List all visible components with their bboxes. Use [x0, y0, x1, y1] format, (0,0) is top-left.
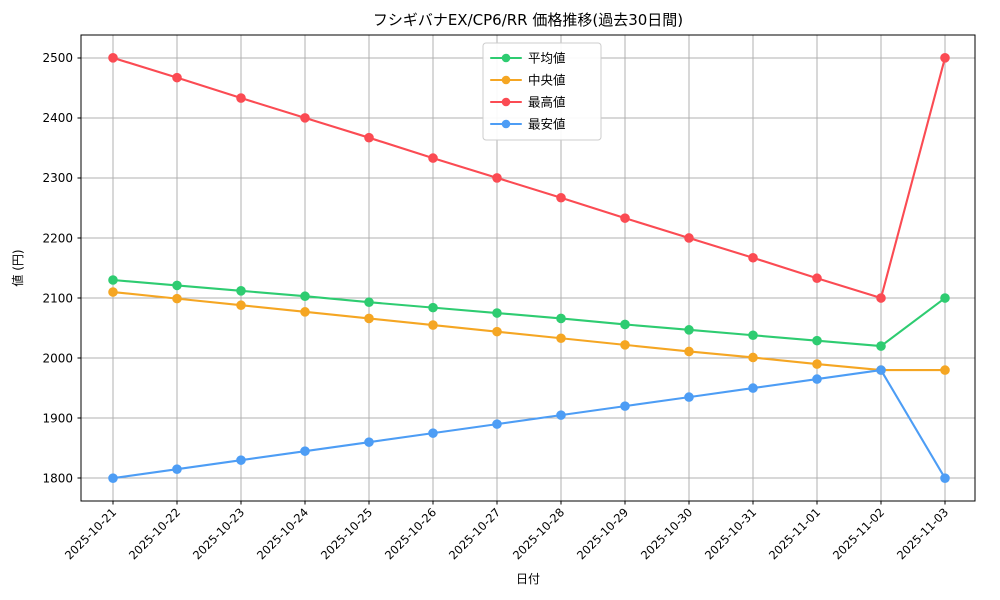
data-point — [620, 319, 630, 330]
series-line — [111, 56, 947, 300]
data-point — [940, 473, 950, 483]
data-point — [556, 410, 566, 420]
data-point — [684, 233, 694, 243]
data-point — [812, 359, 822, 369]
data-point — [108, 287, 118, 297]
y-tick-label: 1900 — [42, 411, 73, 425]
data-point — [236, 300, 246, 311]
series-中央値 — [108, 287, 950, 375]
data-point — [428, 302, 438, 313]
data-point — [940, 293, 950, 303]
chart-title: フシギバナEX/CP6/RR 価格推移(過去30日間) — [373, 11, 683, 29]
series-最安値 — [108, 365, 950, 483]
legend-marker — [501, 53, 511, 63]
y-tick-label: 2400 — [42, 111, 73, 125]
data-point — [876, 365, 886, 375]
data-point — [300, 113, 310, 123]
y-tick-label: 2300 — [42, 171, 73, 185]
data-point — [492, 326, 502, 337]
y-tick-labels: 1800 1900 2000 2100 2200 2300 2400 2500 — [42, 51, 73, 485]
data-point — [620, 340, 630, 350]
series-平均値 — [108, 275, 950, 351]
legend-marker — [501, 119, 511, 129]
data-point — [876, 341, 886, 351]
series-line — [111, 278, 947, 348]
data-point — [620, 213, 630, 223]
x-axis-label: 日付 — [516, 572, 540, 586]
data-point — [748, 252, 758, 263]
legend-item-最安値[interactable]: 最安値 — [489, 117, 566, 132]
plot-area-border — [80, 34, 976, 502]
legend-label: 中央値 — [528, 73, 566, 88]
data-point — [172, 72, 182, 83]
series-line — [111, 369, 947, 480]
data-point — [108, 53, 118, 63]
data-point — [748, 383, 758, 393]
y-tick-label: 2100 — [42, 291, 73, 305]
data-point — [940, 365, 950, 375]
data-point — [236, 93, 246, 103]
data-point — [492, 308, 502, 318]
data-point — [108, 473, 118, 483]
y-tick-label: 2200 — [42, 231, 73, 245]
legend-item-平均値[interactable]: 平均値 — [489, 51, 566, 66]
data-point — [428, 320, 438, 330]
data-point — [428, 428, 438, 438]
data-point — [172, 280, 182, 291]
data-series-layer — [108, 53, 950, 483]
data-point — [812, 273, 822, 284]
series-最高値 — [108, 53, 950, 303]
data-point — [812, 335, 822, 346]
data-point — [684, 325, 694, 335]
data-point — [556, 313, 566, 324]
data-point — [876, 293, 886, 303]
data-point — [236, 455, 246, 465]
legend-label: 最安値 — [528, 117, 566, 132]
data-point — [364, 313, 374, 324]
data-point — [428, 153, 438, 163]
y-tick-label: 1800 — [42, 471, 73, 485]
legend-label: 最高値 — [528, 95, 566, 110]
data-point — [364, 297, 374, 308]
data-point — [300, 291, 310, 302]
y-tick-label: 2000 — [42, 351, 73, 365]
data-point — [172, 464, 182, 474]
data-point — [492, 173, 502, 183]
data-point — [300, 307, 310, 317]
data-point — [748, 330, 758, 341]
data-point — [172, 293, 182, 304]
data-point — [300, 446, 310, 456]
legend-item-最高値[interactable]: 最高値 — [489, 95, 566, 110]
data-point — [236, 286, 246, 296]
data-point — [364, 132, 374, 143]
data-point — [556, 192, 566, 203]
data-point — [620, 401, 630, 411]
data-point — [684, 346, 694, 357]
y-tick-label: 2500 — [42, 51, 73, 65]
data-point — [940, 53, 950, 63]
legend-marker — [501, 97, 511, 107]
legend-background — [482, 42, 602, 141]
gridlines — [81, 35, 975, 501]
data-point — [748, 352, 758, 363]
data-point — [364, 437, 374, 447]
data-point — [556, 333, 566, 344]
legend-marker — [501, 75, 511, 85]
data-point — [684, 392, 694, 402]
data-point — [108, 275, 118, 285]
y-axis-label: 値 (円) — [10, 249, 25, 286]
data-point — [492, 419, 502, 429]
series-line — [111, 290, 947, 372]
legend-item-中央値[interactable]: 中央値 — [489, 73, 566, 88]
legend-label: 平均値 — [528, 51, 566, 66]
data-point — [812, 374, 822, 384]
